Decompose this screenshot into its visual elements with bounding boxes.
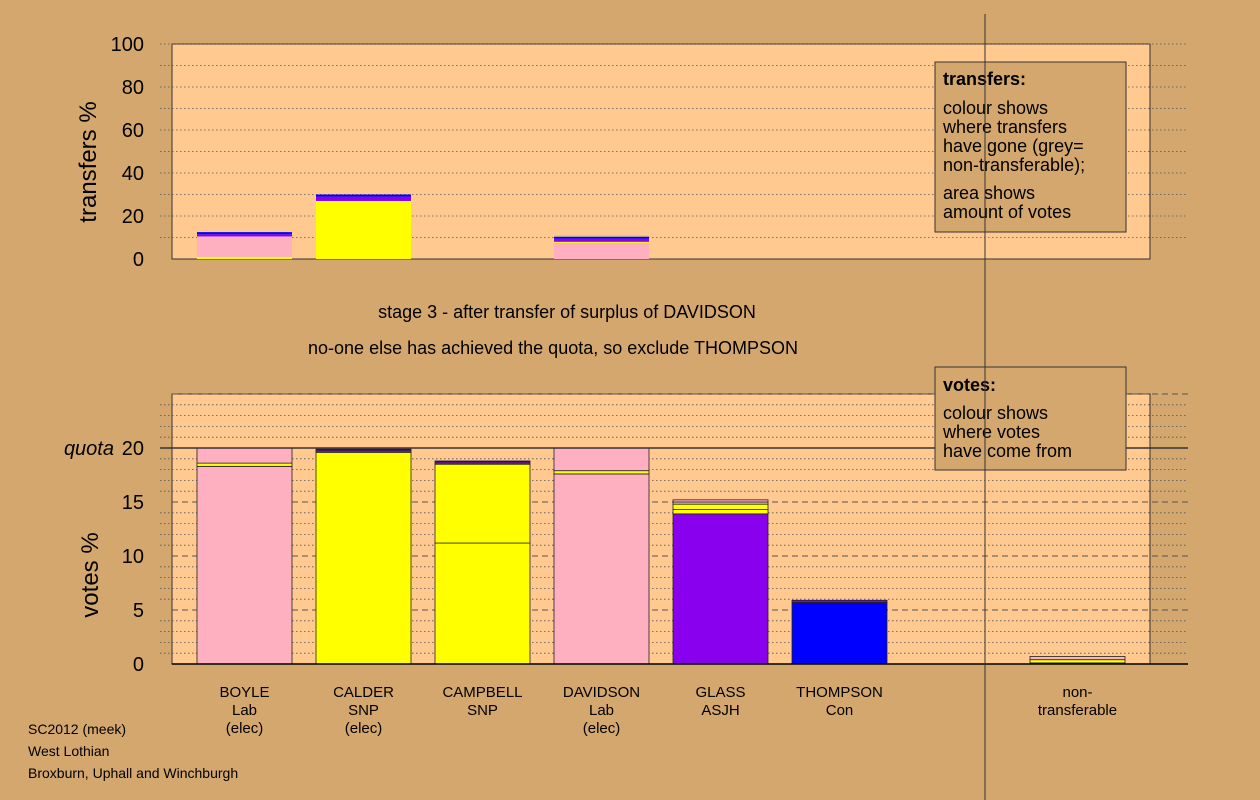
y-tick-label: 80 (122, 77, 144, 99)
y-tick-label: 10 (122, 546, 144, 568)
candidate-label: transferable (1038, 702, 1117, 719)
footer-line: SC2012 (meek) (28, 721, 126, 737)
y-tick-label: 20 (122, 206, 144, 228)
y-tick-label: 0 (133, 654, 144, 676)
y-tick-label: 15 (122, 492, 144, 514)
transfer-bar-segment (197, 236, 292, 257)
y-tick-label: 40 (122, 163, 144, 185)
transfers-legend: transfers: colour shows where transfers … (934, 61, 1127, 233)
transfer-bar-segment (554, 242, 649, 259)
transfer-bar-segment (554, 241, 649, 243)
votes-bars (196, 447, 1126, 665)
transfer-bar-segment (316, 194, 411, 197)
votes-legend-line: where votes (942, 422, 1040, 442)
votes-legend-line: colour shows (943, 403, 1048, 423)
candidate-label: BOYLE (219, 684, 269, 701)
transfers-legend-box (934, 61, 1127, 233)
vote-bar-segment (553, 473, 650, 665)
candidate-label: (elec) (226, 720, 264, 737)
y-tick-label: 0 (133, 249, 144, 271)
y-tick-label: 60 (122, 120, 144, 142)
footer: SC2012 (meek) West Lothian Broxburn, Uph… (28, 721, 238, 781)
vote-bar-segment (196, 465, 293, 665)
transfer-bar-segment (316, 196, 411, 201)
votes-panel: 0 5 10 15 20 quota votes % votes: colour sho… (64, 366, 1188, 676)
y-tick-label: 5 (133, 600, 144, 622)
transfers-legend-line: where transfers (942, 117, 1067, 137)
transfers-legend-line: have gone (grey= (943, 136, 1084, 156)
transfers-bars (197, 194, 649, 259)
candidate-label: SNP (348, 702, 379, 719)
transfers-panel: 0 20 40 60 80 100 transfers % transfers: colo… (75, 34, 1188, 271)
votes-legend-box (934, 366, 1127, 471)
transfers-y-axis-label: transfers % (75, 101, 102, 222)
votes-legend-heading: votes: (943, 375, 996, 395)
candidate-label: Con (826, 702, 854, 719)
vote-bar-segment (196, 447, 293, 464)
transfers-legend-line: amount of votes (943, 202, 1071, 222)
candidate-label: (elec) (345, 720, 383, 737)
vote-bar-segment (196, 462, 293, 467)
y-tick-label: 20 (122, 438, 144, 460)
vote-bar-segment (1029, 656, 1126, 661)
footer-line: Broxburn, Uphall and Winchburgh (28, 765, 238, 781)
candidate-label: GLASS (695, 684, 745, 701)
vote-bar-segment (791, 599, 888, 603)
footer-line: West Lothian (28, 743, 109, 759)
transfer-bar-segment (554, 238, 649, 242)
action-text: no-one else has achieved the quota, so e… (308, 338, 798, 358)
vote-bar-segment (672, 513, 769, 665)
transfer-bar-segment (197, 234, 292, 237)
votes-legend: votes: colour shows where votes have com… (934, 366, 1127, 471)
transfer-bar-segment (554, 236, 649, 239)
transfer-bar-segment (197, 256, 292, 259)
vote-bar-segment (672, 503, 769, 510)
vote-bar-segment (553, 447, 650, 472)
transfer-bar-segment (316, 200, 411, 259)
vote-bar-segment (434, 542, 531, 665)
candidate-label: ASJH (701, 702, 739, 719)
votes-legend-line: have come from (943, 441, 1072, 461)
quota-label: quota (64, 438, 114, 460)
vote-bar-segment (1029, 659, 1126, 664)
candidate-label: SNP (467, 702, 498, 719)
candidate-labels: BOYLELab(elec)CALDERSNP(elec)CAMPBELLSNP… (219, 684, 1117, 737)
candidate-label: DAVIDSON (563, 684, 640, 701)
vote-bar-segment (434, 460, 531, 463)
candidate-label: (elec) (583, 720, 621, 737)
candidate-label: non- (1062, 684, 1092, 701)
votes-y-axis-label: votes % (77, 532, 104, 617)
candidate-label: Lab (232, 702, 257, 719)
candidate-label: CAMPBELL (442, 684, 522, 701)
vote-bar-segment (672, 499, 769, 503)
transfers-legend-line: non-transferable); (943, 155, 1085, 175)
transfers-legend-line: colour shows (943, 98, 1048, 118)
transfer-bar-segment (554, 235, 649, 237)
vote-bar-segment (791, 602, 888, 665)
stage-text: stage 3 - after transfer of surplus of D… (378, 302, 756, 322)
transfer-bar-segment (197, 232, 292, 235)
vote-bar-segment (315, 448, 412, 451)
y-tick-label: 100 (111, 34, 144, 56)
vote-bar-segment (434, 463, 531, 544)
votes-y-ticks: 0 5 10 15 20 (122, 438, 144, 676)
candidate-label: Lab (589, 702, 614, 719)
vote-bar-segment (672, 509, 769, 515)
candidate-label: CALDER (333, 684, 394, 701)
vote-bar-segment (315, 451, 412, 665)
vote-bar-segment (553, 470, 650, 475)
transfers-legend-line: area shows (943, 183, 1035, 203)
transfers-y-ticks: 0 20 40 60 80 100 (111, 34, 144, 271)
candidate-label: THOMPSON (796, 684, 883, 701)
